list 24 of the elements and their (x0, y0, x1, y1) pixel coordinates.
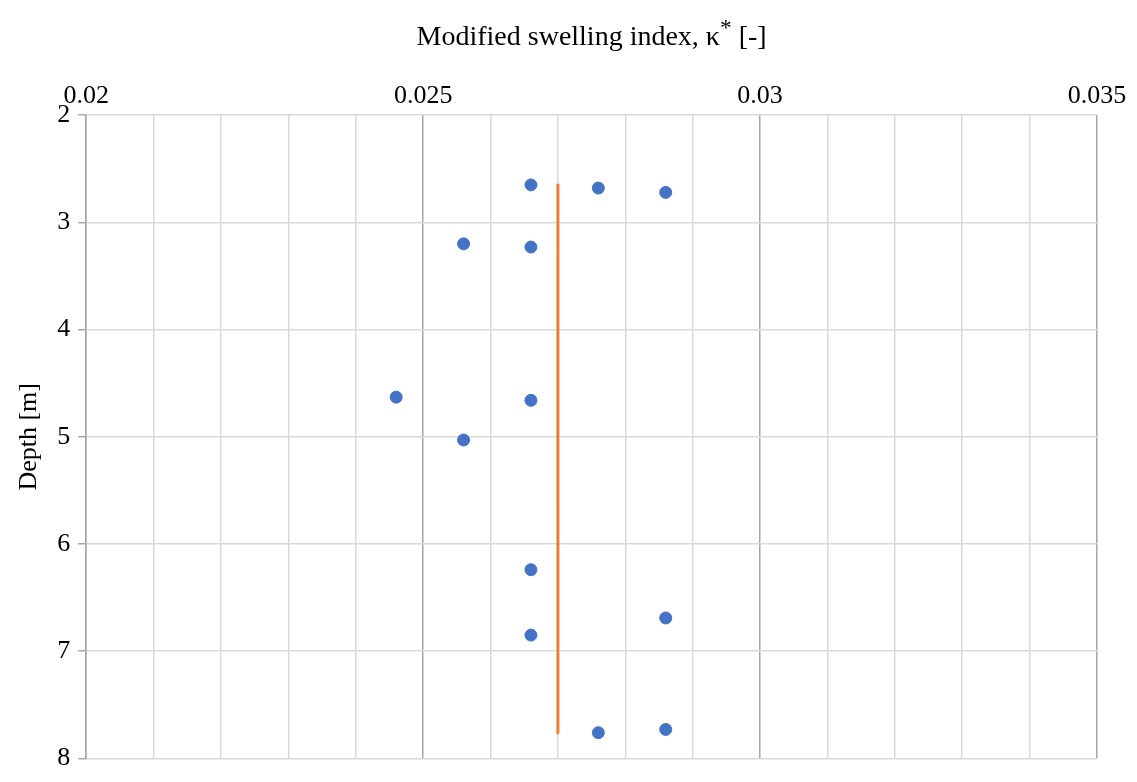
y-tick-label: 5 (57, 420, 71, 450)
point (524, 178, 538, 192)
y-tick-label: 4 (57, 313, 71, 343)
y-tick-label: 6 (57, 527, 71, 557)
point (659, 185, 673, 199)
point (591, 726, 605, 740)
y-tick-label: 3 (57, 206, 71, 236)
point (524, 563, 538, 577)
x-tick-label: 0.025 (393, 80, 453, 110)
point (591, 181, 605, 195)
x-tick-label: 0.03 (737, 80, 783, 110)
point (457, 433, 471, 447)
point (524, 628, 538, 642)
point (659, 611, 673, 625)
point (524, 240, 538, 254)
y-axis-title: Depth [m] (13, 383, 43, 491)
x-tick-label: 0.035 (1067, 80, 1127, 110)
y-tick-label: 7 (57, 635, 71, 665)
point (524, 393, 538, 407)
y-tick-label: 8 (57, 742, 71, 772)
x-axis-title: Modified swelling index, κ$^{*}$ [-] (416, 14, 767, 53)
point (659, 722, 673, 736)
point (457, 237, 471, 251)
point (389, 390, 403, 404)
